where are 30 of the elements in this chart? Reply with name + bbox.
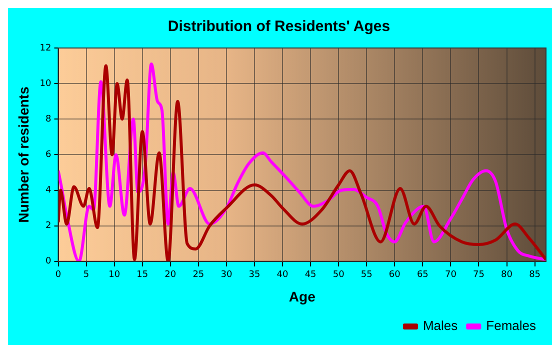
x-tick-label: 35 bbox=[248, 270, 260, 280]
x-axis-title: Age bbox=[288, 288, 316, 304]
x-tick-label: 5 bbox=[83, 270, 90, 280]
x-tick-label: 55 bbox=[360, 270, 372, 280]
legend-label: Males bbox=[422, 318, 458, 334]
y-tick-label: 10 bbox=[40, 78, 52, 89]
x-tick-label: 65 bbox=[416, 270, 428, 280]
y-tick-label: 0 bbox=[46, 256, 52, 267]
x-tick-label: 85 bbox=[529, 270, 541, 280]
y-axis-title: Number of residents bbox=[15, 86, 32, 223]
x-tick-label: 50 bbox=[332, 270, 345, 280]
x-tick-label: 15 bbox=[136, 270, 148, 280]
x-tick-label: 40 bbox=[276, 270, 289, 280]
x-tick-label: 30 bbox=[220, 270, 232, 280]
x-tick-label: 0 bbox=[55, 270, 62, 280]
x-tick-label: 45 bbox=[304, 270, 316, 280]
x-tick-label: 10 bbox=[108, 270, 120, 280]
x-tick-label: 75 bbox=[473, 270, 484, 280]
x-tick-label: 80 bbox=[501, 270, 513, 280]
y-tick-label: 4 bbox=[46, 186, 52, 196]
x-tick-label: 20 bbox=[164, 270, 176, 280]
y-tick-label: 2 bbox=[46, 221, 52, 232]
x-tick-label: 70 bbox=[444, 270, 457, 280]
chart-title: Distribution of Residents' Ages bbox=[168, 18, 390, 36]
y-tick-label: 8 bbox=[46, 114, 52, 124]
legend-label: Females bbox=[486, 318, 536, 334]
y-tick-label: 12 bbox=[40, 43, 52, 54]
y-tick-label: 6 bbox=[46, 150, 52, 160]
x-tick-label: 25 bbox=[192, 270, 204, 280]
x-tick-label: 60 bbox=[388, 270, 401, 280]
